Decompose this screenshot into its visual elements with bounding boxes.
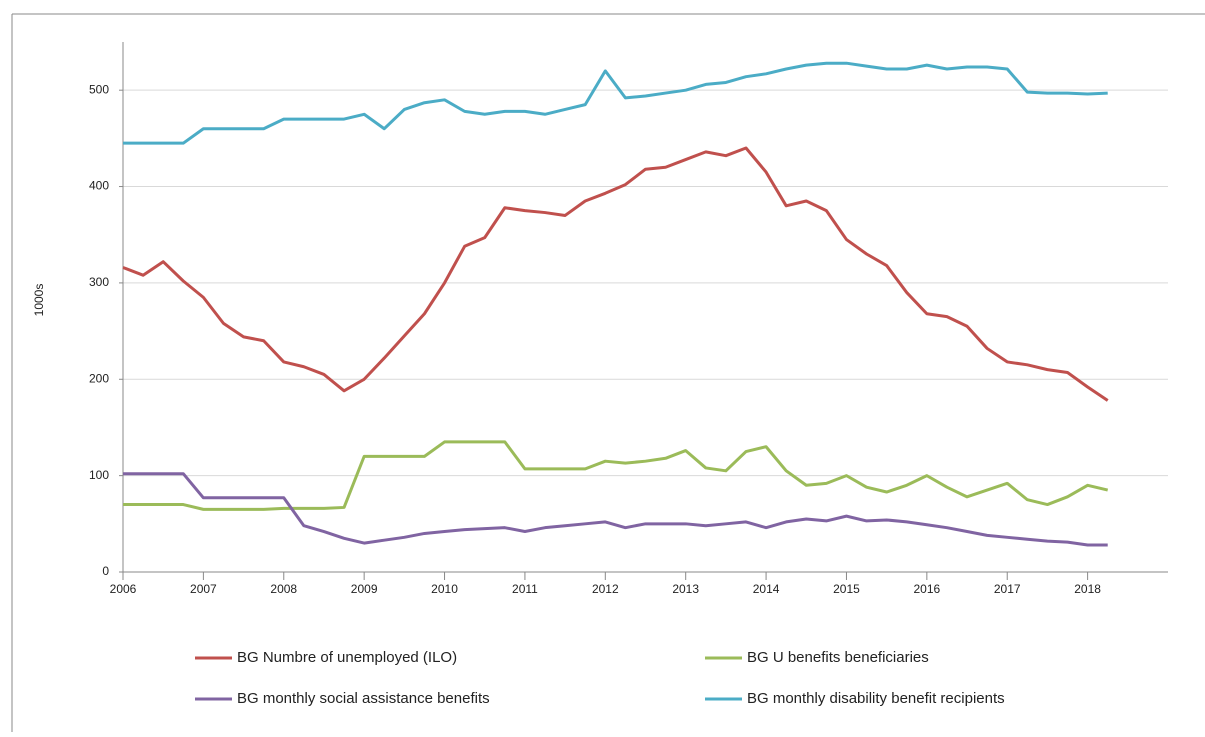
x-tick-label: 2013 (672, 582, 699, 596)
series-line (123, 472, 1108, 547)
y-tick-label: 300 (89, 275, 109, 289)
x-tick-label: 2008 (270, 582, 297, 596)
legend-label: BG monthly disability benefit recipients (747, 690, 1005, 707)
x-tick-label: 2018 (1074, 582, 1101, 596)
y-axis-label: 1000s (32, 284, 46, 317)
x-tick-label: 2010 (431, 582, 458, 596)
x-tick-label: 2017 (994, 582, 1021, 596)
legend-label: BG U benefits beneficiaries (747, 649, 929, 666)
x-tick-label: 2007 (190, 582, 217, 596)
y-tick-label: 500 (89, 82, 109, 96)
x-tick-label: 2014 (753, 582, 780, 596)
y-tick-label: 400 (89, 179, 109, 193)
x-tick-label: 2009 (351, 582, 378, 596)
x-tick-label: 2006 (110, 582, 137, 596)
y-tick-label: 100 (89, 468, 109, 482)
legend-label: BG Numbre of unemployed (ILO) (237, 649, 457, 666)
x-tick-label: 2011 (512, 582, 538, 596)
y-tick-label: 0 (102, 564, 109, 578)
x-tick-label: 2012 (592, 582, 619, 596)
y-tick-label: 200 (89, 371, 109, 385)
x-tick-label: 2015 (833, 582, 860, 596)
series-line (123, 61, 1108, 145)
series-line (123, 440, 1109, 511)
x-tick-label: 2016 (913, 582, 940, 596)
legend-label: BG monthly social assistance benefits (237, 690, 490, 707)
series-line (122, 146, 1109, 402)
